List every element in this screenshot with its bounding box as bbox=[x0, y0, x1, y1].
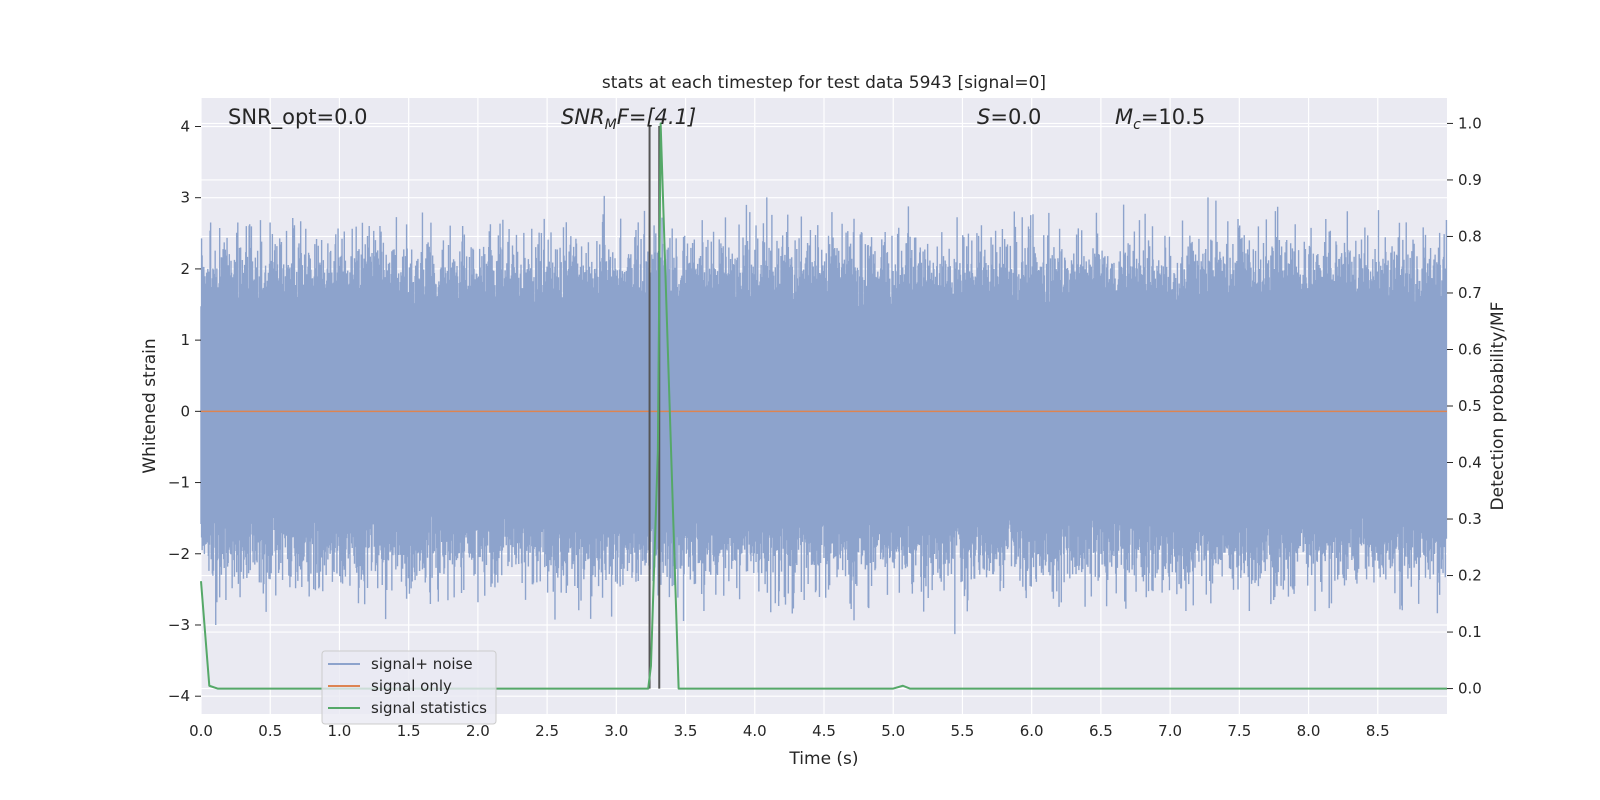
x-tick-label: 6.0 bbox=[1020, 722, 1044, 740]
y-tick-label: −3 bbox=[168, 616, 190, 634]
s-main: S bbox=[977, 105, 990, 129]
y-tick-label: 4 bbox=[180, 117, 190, 135]
y2-tick-label: 0.7 bbox=[1458, 284, 1482, 302]
y2-tick-label: 0.3 bbox=[1458, 510, 1482, 528]
s-tail: =0.0 bbox=[990, 105, 1041, 129]
x-tick-label: 1.0 bbox=[328, 722, 352, 740]
x-tick-label: 8.0 bbox=[1297, 722, 1321, 740]
y2-axis-ticks: 1.0 0.9 0.8 0.7 0.6 0.5 0.4 0.3 0.2 0.1 0.0 bbox=[1447, 114, 1482, 698]
snr-mf-main: SNR bbox=[561, 105, 605, 129]
x-axis-label: Time (s) bbox=[788, 749, 858, 769]
snr-mf-tail: F=[4.1] bbox=[617, 105, 696, 129]
series-signal-plus-noise bbox=[200, 195, 1448, 635]
legend-label-signal-only: signal only bbox=[371, 677, 452, 695]
annotation-s: S=0.0 bbox=[977, 105, 1041, 129]
y2-tick-label: 0.2 bbox=[1458, 567, 1482, 585]
y-tick-label: −1 bbox=[168, 474, 190, 492]
x-tick-label: 0.5 bbox=[258, 722, 282, 740]
y-tick-label: 1 bbox=[180, 331, 190, 349]
snr-mf-sub: M bbox=[605, 117, 617, 133]
legend-label-signal-plus-noise: signal+ noise bbox=[371, 655, 473, 673]
x-tick-label: 2.5 bbox=[535, 722, 559, 740]
y-tick-label: 2 bbox=[180, 260, 190, 278]
y-tick-label: 0 bbox=[180, 402, 190, 420]
x-tick-label: 4.0 bbox=[743, 722, 767, 740]
x-tick-label: 5.0 bbox=[881, 722, 905, 740]
y-tick-label: −4 bbox=[168, 687, 190, 705]
annotation-snr-mf: SNRMF=[4.1] bbox=[561, 105, 696, 133]
legend: signal+ noise signal only signal statist… bbox=[321, 650, 497, 725]
chart-title: stats at each timestep for test data 594… bbox=[602, 73, 1046, 93]
y-axis-ticks: 4 3 2 1 0 −1 −2 −3 −4 bbox=[168, 117, 201, 705]
x-axis-ticks: 0.0 0.5 1.0 1.5 2.0 2.5 3.0 3.5 4.0 4.5 5.0 5.5 6.0 6… bbox=[189, 722, 1390, 740]
y2-axis-label: Detection probability/MF bbox=[1488, 302, 1508, 511]
y2-tick-label: 0.0 bbox=[1458, 680, 1482, 698]
legend-box bbox=[321, 650, 497, 725]
y-tick-label: −2 bbox=[168, 545, 190, 563]
x-tick-label: 8.5 bbox=[1366, 722, 1390, 740]
y2-tick-label: 0.6 bbox=[1458, 340, 1482, 358]
annotation-mc: Mc=10.5 bbox=[1115, 105, 1205, 133]
y2-tick-label: 0.5 bbox=[1458, 397, 1482, 415]
y2-tick-label: 1.0 bbox=[1458, 114, 1482, 132]
y2-tick-label: 0.8 bbox=[1458, 227, 1482, 245]
y-axis-label: Whitened strain bbox=[140, 338, 160, 473]
mc-main: M bbox=[1115, 105, 1133, 129]
x-tick-label: 5.5 bbox=[951, 722, 975, 740]
x-tick-label: 0.0 bbox=[189, 722, 213, 740]
mc-sub: c bbox=[1133, 117, 1141, 133]
x-tick-label: 1.5 bbox=[397, 722, 421, 740]
x-tick-label: 7.0 bbox=[1158, 722, 1182, 740]
signal-statistics-line bbox=[200, 122, 1447, 690]
y2-tick-label: 0.1 bbox=[1458, 623, 1482, 641]
y-tick-label: 3 bbox=[180, 189, 190, 207]
y2-tick-label: 0.9 bbox=[1458, 171, 1482, 189]
x-tick-label: 2.0 bbox=[466, 722, 490, 740]
x-tick-label: 3.5 bbox=[674, 722, 698, 740]
x-tick-label: 4.5 bbox=[812, 722, 836, 740]
noise-trace bbox=[200, 195, 1448, 635]
x-tick-label: 6.5 bbox=[1089, 722, 1113, 740]
mc-tail: =10.5 bbox=[1141, 105, 1205, 129]
series-signal-statistics bbox=[200, 122, 1447, 690]
y2-tick-label: 0.4 bbox=[1458, 454, 1482, 472]
x-tick-label: 7.5 bbox=[1227, 722, 1251, 740]
annotation-snr-opt: SNR_opt=0.0 bbox=[228, 105, 368, 130]
x-tick-label: 3.0 bbox=[604, 722, 628, 740]
legend-label-signal-statistics: signal statistics bbox=[371, 699, 487, 717]
